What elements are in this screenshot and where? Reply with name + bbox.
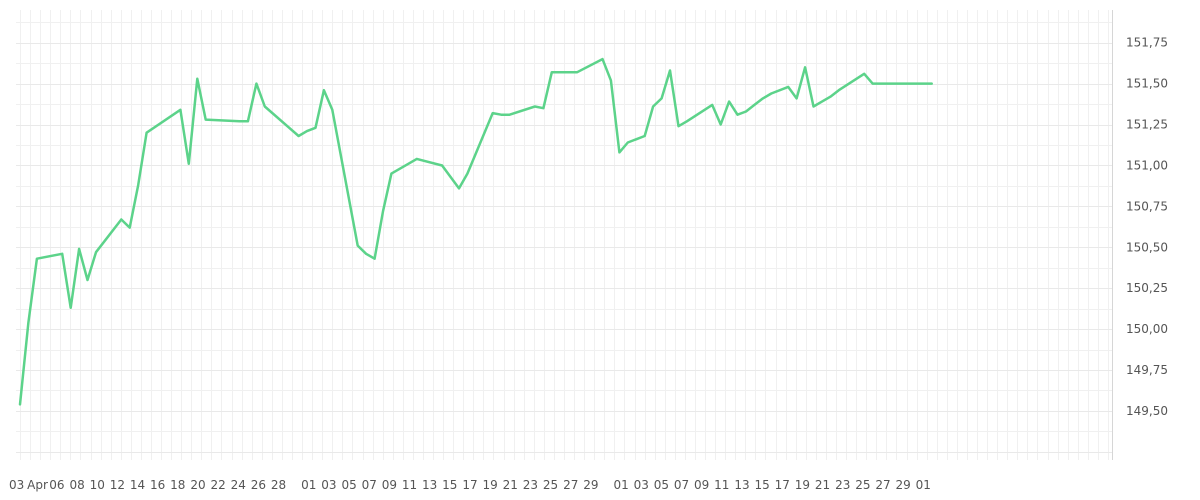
y-tick-label: 151,75 [1126,36,1168,50]
y-tick-label: 151,50 [1126,77,1168,91]
y-tick-label: 150,50 [1126,240,1168,254]
y-tick-label: 150,25 [1126,281,1168,295]
x-tick-label: 23 [523,478,538,492]
x-tick-label: 16 [150,478,165,492]
x-tick-label: 09 [382,478,397,492]
x-tick-label: 28 [271,478,286,492]
x-tick-label: 18 [170,478,185,492]
series-layer [18,57,933,406]
x-axis-ticks: 03 Apr 06 08 10 12 14 16 18 20 22 24 26 28 01 03 05 07 09 1… [9,478,931,492]
series-line-0 [18,57,933,406]
x-tick-label: Apr [27,478,48,492]
x-tick-label: 01 [613,478,628,492]
x-tick-label: 07 [362,478,377,492]
x-tick-label: 17 [462,478,477,492]
x-tick-label: 08 [69,478,84,492]
x-tick-label: 07 [674,478,689,492]
x-tick-label: 14 [130,478,145,492]
x-tick-label: 05 [341,478,356,492]
x-tick-label: 15 [442,478,457,492]
x-tick-label: 22 [210,478,225,492]
x-tick-label: 20 [190,478,205,492]
x-tick-label: 01 [916,478,931,492]
x-tick-label: 21 [815,478,830,492]
x-tick-label: 27 [875,478,890,492]
x-tick-label: 01 [301,478,316,492]
x-tick-label: 26 [251,478,266,492]
x-tick-label: 03 [321,478,336,492]
x-tick-label: 11 [402,478,417,492]
x-tick-label: 24 [231,478,246,492]
y-tick-label: 151,25 [1126,118,1168,132]
grid [16,10,1112,460]
x-tick-label: 17 [775,478,790,492]
x-tick-label: 11 [714,478,729,492]
x-tick-label: 03 [634,478,649,492]
y-tick-label: 149,50 [1126,404,1168,418]
y-tick-label: 150,00 [1126,322,1168,336]
x-tick-label: 19 [482,478,497,492]
x-tick-label: 12 [110,478,125,492]
y-axis-ticks: 149,50 149,75 150,00 150,25 150,50 150,75 151,… [1126,36,1168,418]
y-tick-label: 151,00 [1126,158,1168,172]
x-tick-label: 19 [795,478,810,492]
x-tick-label: 23 [835,478,850,492]
x-tick-label: 13 [734,478,749,492]
x-tick-label: 10 [90,478,105,492]
x-tick-label: 06 [49,478,64,492]
x-tick-label: 25 [855,478,870,492]
x-tick-label: 09 [694,478,709,492]
x-tick-label: 25 [543,478,558,492]
y-tick-label: 150,75 [1126,199,1168,213]
x-tick-label: 29 [583,478,598,492]
x-tick-label: 21 [503,478,518,492]
x-tick-label: 13 [422,478,437,492]
x-tick-label: 05 [654,478,669,492]
x-tick-label: 27 [563,478,578,492]
x-tick-label: 15 [754,478,769,492]
x-tick-label: 29 [896,478,911,492]
y-tick-label: 149,75 [1126,363,1168,377]
x-tick-label: 03 [9,478,24,492]
